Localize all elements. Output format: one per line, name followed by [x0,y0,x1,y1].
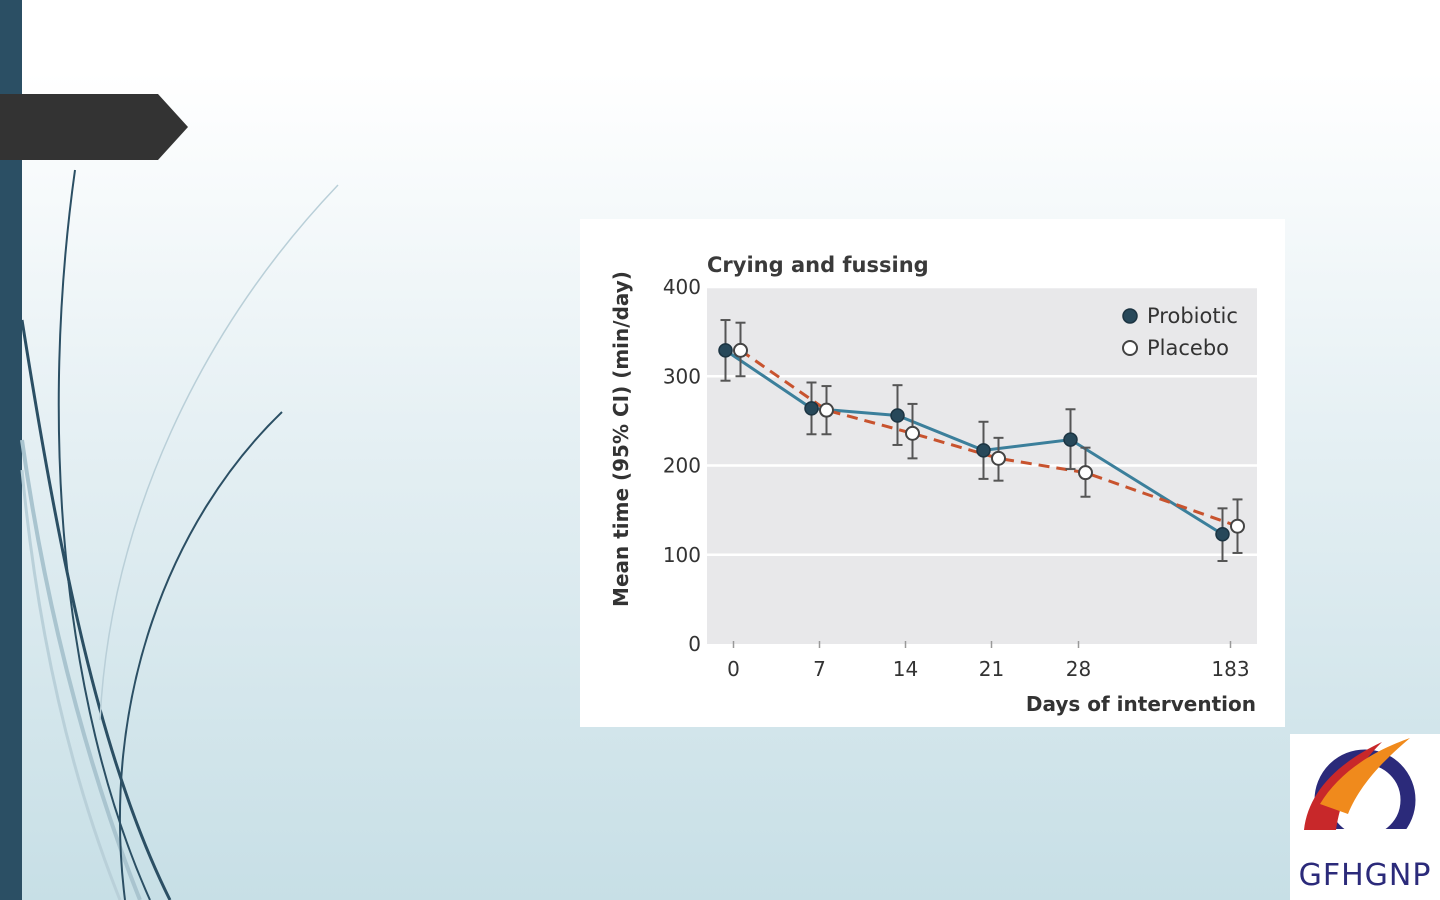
legend: Probiotic Placebo [1122,304,1238,360]
x-axis-label: Days of intervention [1026,692,1256,716]
data-point-placebo [905,425,920,441]
data-point-placebo [1230,518,1245,534]
title-tab [0,94,188,160]
data-point-placebo [733,342,748,358]
legend-label-placebo: Placebo [1147,336,1229,360]
chart-title: Crying and fussing [707,253,929,277]
legend-label-probiotic: Probiotic [1147,304,1238,328]
x-tick-label: 14 [893,657,918,681]
x-tick-label: 7 [813,657,826,681]
decorative-swirl-lines [20,169,339,900]
y-tick-label: 400 [663,275,701,299]
logo-text: GFHGNP [1298,858,1432,893]
y-tick-label: 0 [688,632,701,656]
data-point-probiotic [890,408,905,423]
legend-marker-probiotic [1122,308,1138,324]
y-tick-label: 200 [663,454,701,478]
y-axis-label: Mean time (95% CI) (min/day) [609,271,633,607]
data-point-probiotic [1215,526,1230,542]
x-tick-label: 183 [1211,657,1249,681]
series-layer [718,319,1245,562]
legend-marker-placebo [1122,340,1138,356]
series-line-placebo [739,349,1238,528]
logo-emblem-icon [1290,738,1440,864]
y-tick-label: 300 [663,364,701,388]
x-tick-label: 28 [1066,657,1091,681]
y-tick-label: 100 [663,543,701,567]
gfhgnp-logo: GFHGNP [1290,734,1440,900]
slide-side-bar [0,0,22,900]
grid-lines [707,285,1257,556]
data-point-placebo [819,402,834,418]
chart-card: 0 100 200 300 400 0 7 14 21 28 183 Crying and fuss… [580,219,1285,727]
x-tick-label: 21 [979,657,1004,681]
axis-ticks: 0 100 200 300 400 0 7 14 21 28 183 [663,275,1250,681]
series-line-probiotic [724,349,1224,536]
data-point-placebo [1078,465,1093,481]
data-point-probiotic [976,443,991,458]
data-point-probiotic [718,343,733,358]
data-point-probiotic [1063,432,1078,447]
line-chart: 0 100 200 300 400 0 7 14 21 28 183 Crying and fuss… [609,253,1257,716]
data-point-probiotic [804,401,819,416]
x-tick-label: 0 [727,657,740,681]
data-point-placebo [991,450,1006,466]
